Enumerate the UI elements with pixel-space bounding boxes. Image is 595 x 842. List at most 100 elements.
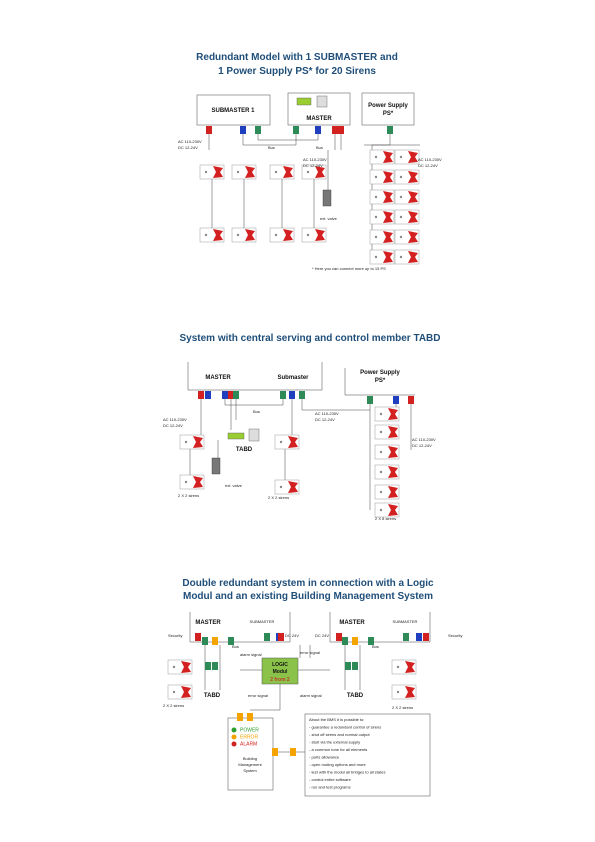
supply-label: DC 12-24V — [412, 443, 432, 448]
valve-label: ext. valve — [225, 483, 243, 488]
siren-horn — [288, 481, 298, 493]
siren — [167, 684, 193, 700]
connector — [205, 662, 211, 670]
siren-horn — [383, 171, 393, 183]
logic-module — [261, 657, 299, 685]
connector — [228, 637, 234, 645]
connector — [342, 637, 348, 645]
note: * Here you can connect more up to 15 PS — [312, 266, 386, 271]
connector — [195, 633, 201, 641]
siren-horn — [315, 229, 325, 241]
siren-horn — [388, 446, 398, 458]
connector — [336, 633, 342, 641]
siren-horn — [193, 436, 203, 448]
siren — [274, 479, 300, 495]
siren-dot — [379, 412, 383, 416]
error-led — [231, 734, 237, 740]
siren — [369, 149, 395, 165]
connector — [290, 748, 296, 756]
connector — [237, 713, 243, 721]
sirens-label: 2 X 2 sirens — [178, 493, 199, 498]
connector — [416, 633, 422, 641]
connector — [332, 126, 338, 134]
bms-text-line: - parts allowance — [309, 755, 340, 760]
supply-label: AC 110-230V — [178, 139, 202, 144]
bus-label: Bus — [372, 644, 379, 649]
siren-horn — [388, 426, 398, 438]
siren — [394, 169, 420, 185]
siren-horn — [193, 476, 203, 488]
security-label: Security — [168, 633, 182, 638]
siren-dot — [172, 665, 176, 669]
siren — [374, 464, 400, 480]
connector — [289, 391, 295, 399]
siren-horn — [213, 229, 223, 241]
siren-horn — [383, 231, 393, 243]
submaster-box — [196, 94, 271, 126]
bms-label: Management — [238, 762, 262, 767]
connector — [299, 391, 305, 399]
bms-text-line: - control entire software — [309, 777, 352, 782]
siren-horn — [245, 229, 255, 241]
security-label: Security — [448, 633, 462, 638]
siren-horn — [383, 151, 393, 163]
siren-dot — [374, 155, 378, 159]
ps-box — [361, 92, 415, 126]
siren-horn — [383, 191, 393, 203]
bus-label: Bus — [253, 409, 260, 414]
box-label: Submaster — [277, 375, 309, 381]
bms-text-line: About the BMS it is possible to: — [309, 717, 364, 722]
connector — [264, 633, 270, 641]
bms-text: About the BMS it is possible to: - guaran… — [309, 717, 385, 790]
siren-dot — [379, 470, 383, 474]
connector — [352, 662, 358, 670]
siren-dot — [379, 430, 383, 434]
siren-dot — [379, 450, 383, 454]
connector — [255, 126, 261, 134]
siren-dot — [184, 440, 188, 444]
siren — [394, 149, 420, 165]
supply-label: DC 12-24V — [178, 145, 198, 150]
siren-dot — [374, 195, 378, 199]
valve — [211, 457, 221, 475]
valve-label: ext. valve — [320, 216, 338, 221]
siren-horn — [245, 166, 255, 178]
bms-text-box — [304, 713, 431, 797]
supply-label: AC 110-230V — [163, 417, 187, 422]
siren-dot — [399, 155, 403, 159]
siren — [374, 424, 400, 440]
siren-horn — [388, 504, 398, 516]
siren — [269, 227, 295, 243]
tabd-display — [227, 432, 245, 440]
box-label: MASTER — [306, 116, 332, 122]
connector — [367, 396, 373, 404]
siren-horn — [213, 166, 223, 178]
connector — [368, 637, 374, 645]
tabd-label: TABD — [204, 693, 221, 699]
siren — [301, 227, 327, 243]
connector — [280, 391, 286, 399]
boxes — [187, 362, 415, 396]
siren — [199, 227, 225, 243]
connector — [212, 637, 218, 645]
siren-horn — [388, 408, 398, 420]
siren-dot — [399, 175, 403, 179]
siren-dot — [396, 690, 400, 694]
logic-label: 2 from 2 — [270, 677, 290, 683]
siren-dot — [306, 233, 310, 237]
siren-horn — [181, 661, 191, 673]
siren-horn — [283, 229, 293, 241]
siren-dot — [374, 235, 378, 239]
siren — [391, 659, 417, 675]
siren — [374, 444, 400, 460]
signal-label: alarm signal — [240, 652, 262, 657]
siren-dot — [379, 508, 383, 512]
supply-label: AC 110-230V — [418, 157, 442, 162]
bms-text-line: - test with the modul all bridges to all… — [309, 770, 385, 775]
connector — [228, 391, 234, 399]
supply-label: AC 110-230V — [315, 411, 339, 416]
siren-horn — [408, 151, 418, 163]
box-label: SUBMASTER — [393, 619, 418, 624]
connector — [423, 633, 429, 641]
siren-dot — [172, 690, 176, 694]
